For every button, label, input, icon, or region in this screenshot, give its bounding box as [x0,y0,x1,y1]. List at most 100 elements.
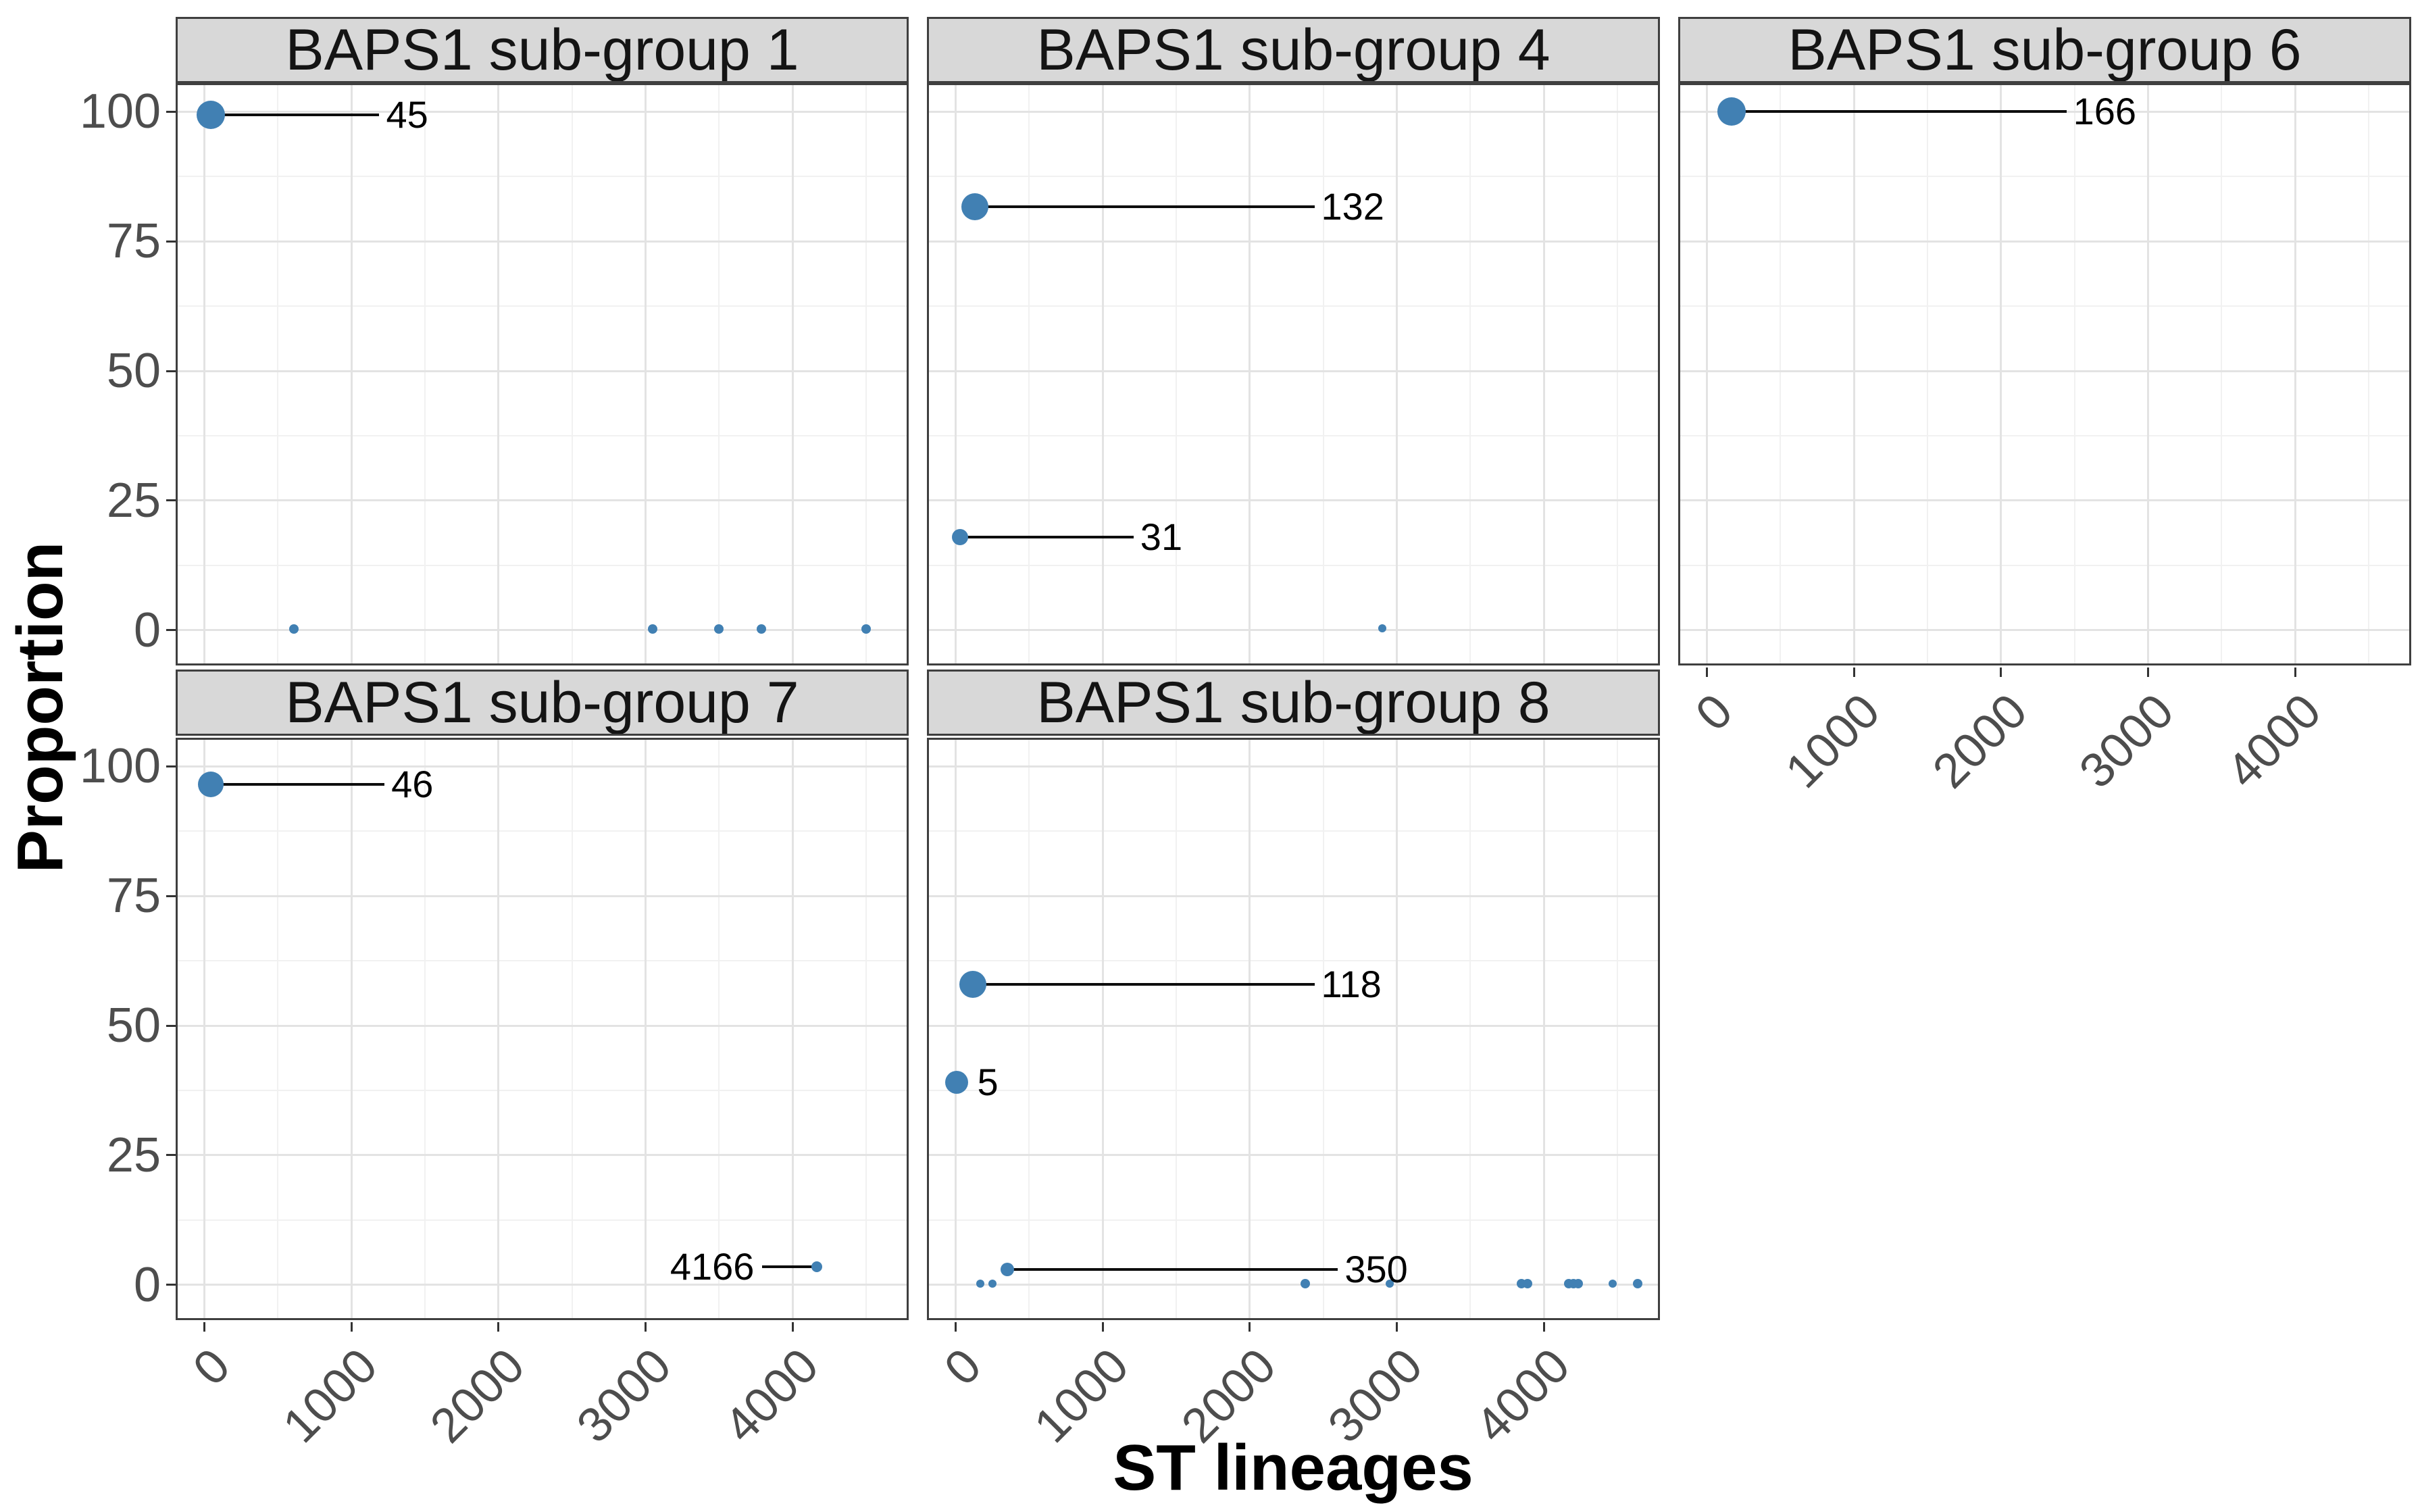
gridline-minor-x [277,83,279,665]
data-point-labeled [1000,1262,1014,1276]
x-tick-mark [1542,1322,1545,1332]
facet-panel [927,83,1660,665]
gridline-minor-x [1028,738,1030,1320]
y-tick-label: 25 [106,1128,161,1182]
gridline-major-x [1395,83,1398,665]
x-tick-mark [497,1322,500,1332]
x-tick-mark [203,1322,205,1332]
gridline-minor-x [1616,83,1618,665]
gridline-minor-x [2367,83,2369,665]
panel-border [1678,83,2411,665]
data-point-labeled [961,193,989,221]
y-tick-label: 75 [106,214,161,269]
leader-line [762,1265,817,1268]
y-tick-label: 0 [133,1257,161,1312]
point-label: 4166 [670,1244,755,1288]
gridline-minor-x [1175,738,1177,1320]
leader-line [211,113,380,116]
gridline-minor-x [1322,738,1324,1320]
data-point-labeled [1717,97,1746,126]
gridline-major-y [927,1284,1660,1286]
leader-line [973,982,1315,986]
gridline-major-y [176,1024,909,1027]
y-tick-mark [166,765,176,767]
point-label: 350 [1344,1247,1408,1290]
gridline-major-y [927,1154,1660,1157]
x-tick-mark [2000,667,2002,677]
gridline-major-x [1395,738,1398,1320]
gridline-minor-x [1175,83,1177,665]
x-tick-mark [644,1322,647,1332]
facet-strip: BAPS1 sub-group 8 [927,670,1660,736]
x-tick-mark [1395,1322,1398,1332]
gridline-minor-y [176,434,909,436]
facet-panel [176,83,909,665]
data-point [861,624,871,634]
gridline-major-y [1678,499,2411,502]
point-label: 46 [391,763,434,806]
panel-border [927,738,1660,1320]
gridline-minor-y [927,1219,1660,1221]
gridline-minor-x [1469,83,1471,665]
gridline-major-y [927,765,1660,767]
y-tick-label: 100 [79,84,161,139]
gridline-major-x [1101,83,1104,665]
data-point-labeled [198,772,224,798]
y-tick-mark [166,1284,176,1286]
data-point [289,624,299,634]
gridline-major-x [350,738,353,1320]
gridline-minor-x [2073,83,2075,665]
gridline-major-x [1249,738,1251,1320]
gridline-major-x [2146,83,2149,665]
point-label: 45 [386,93,428,136]
gridline-minor-x [277,738,279,1320]
gridline-minor-x [1780,83,1782,665]
gridline-major-y [927,629,1660,632]
gridline-minor-x [718,83,720,665]
gridline-major-x [203,738,205,1320]
facet-panel [1678,83,2411,665]
leader-line [1731,110,2067,114]
point-label: 5 [977,1061,999,1104]
y-tick-mark [166,629,176,632]
data-point [648,624,658,634]
leader-line [975,205,1315,209]
gridline-major-x [791,738,794,1320]
facet-strip: BAPS1 sub-group 1 [176,17,909,83]
gridline-minor-y [176,960,909,962]
gridline-minor-y [927,960,1660,962]
data-point-labeled [197,100,226,129]
point-label: 118 [1321,962,1382,1005]
gridline-major-x [791,83,794,665]
gridline-minor-y [176,1089,909,1091]
gridline-major-y [927,240,1660,243]
gridline-minor-x [718,738,720,1320]
x-axis-title: ST lineages [1113,1432,1473,1504]
point-label: 166 [2073,90,2137,133]
gridline-minor-x [2221,83,2223,665]
x-tick-mark [350,1322,353,1332]
gridline-major-y [176,1154,909,1157]
facet-panel [927,738,1660,1320]
gridline-minor-x [1616,738,1618,1320]
gridline-minor-x [424,83,426,665]
y-tick-label: 75 [106,869,161,924]
data-point [1523,1278,1533,1288]
gridline-major-x [203,83,205,665]
gridline-major-x [954,738,957,1320]
data-point [1301,1278,1311,1288]
y-tick-mark [166,894,176,897]
facet-strip: BAPS1 sub-group 6 [1678,17,2411,83]
gridline-minor-y [927,830,1660,832]
gridline-major-x [644,83,647,665]
panel-border [176,83,909,665]
gridline-minor-y [176,1219,909,1221]
gridline-minor-y [927,1089,1660,1091]
gridline-minor-y [1678,564,2411,566]
y-tick-mark [166,240,176,243]
x-tick-mark [1249,1322,1251,1332]
gridline-minor-y [927,305,1660,307]
gridline-major-x [1542,738,1545,1320]
gridline-major-y [176,1284,909,1286]
